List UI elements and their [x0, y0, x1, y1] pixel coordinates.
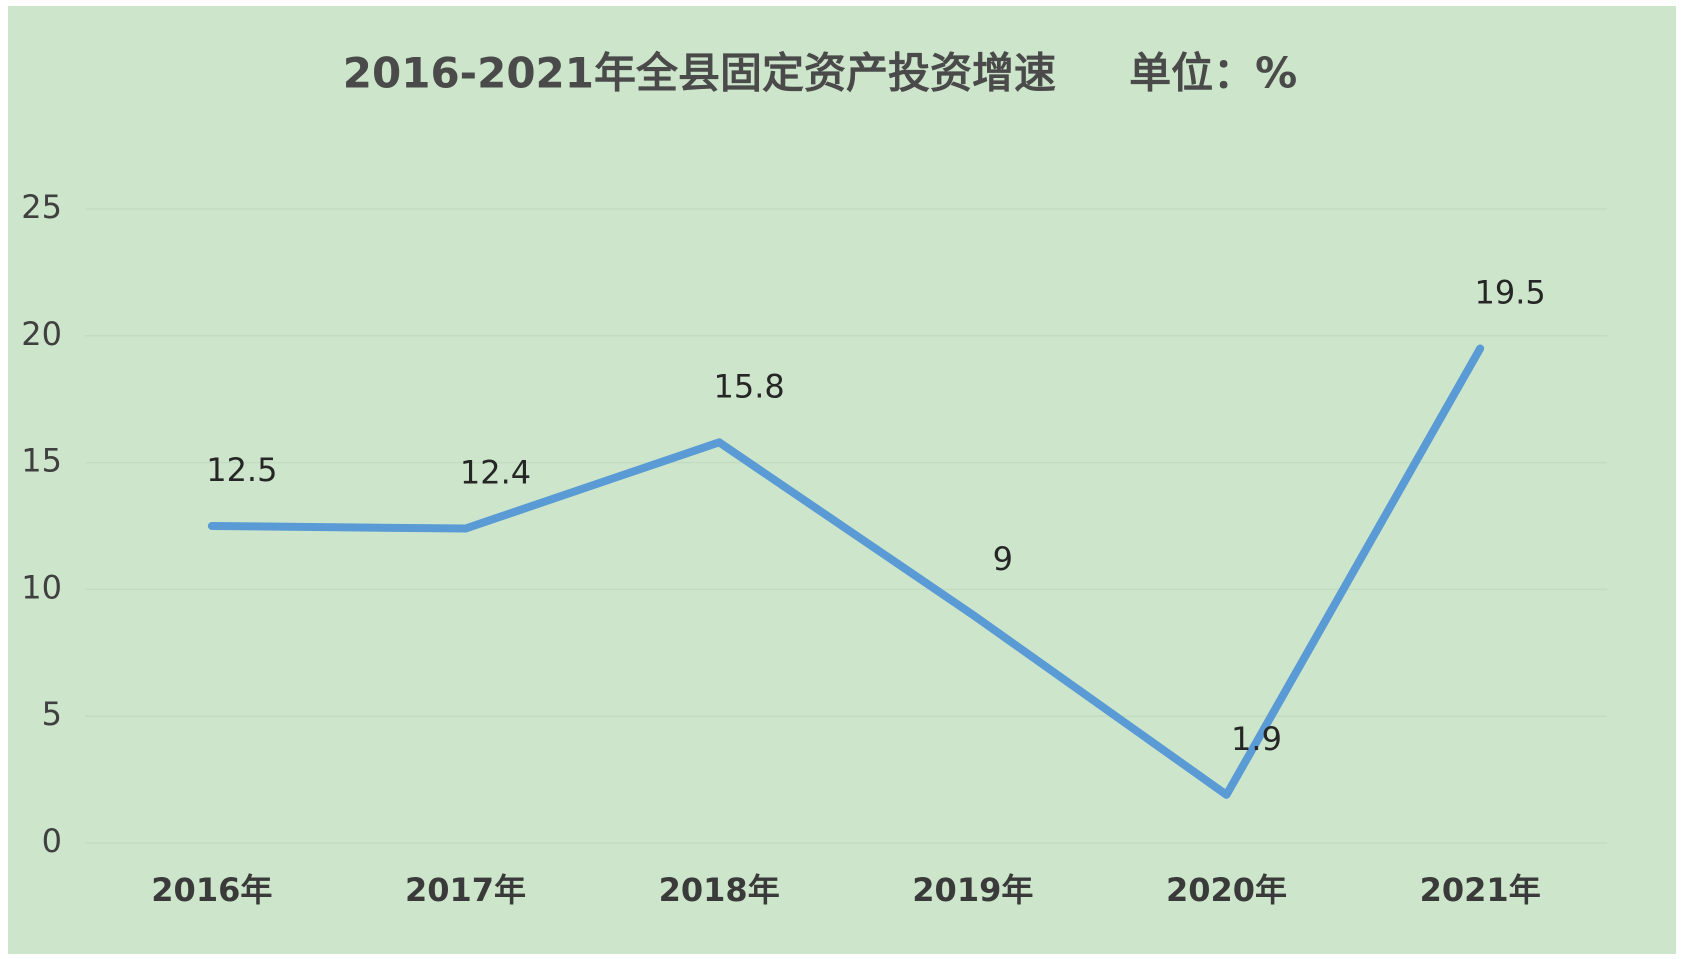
chart-title: 2016-2021年全县固定资产投资增速 单位：% [343, 49, 1297, 98]
y-tick-label: 5 [42, 695, 62, 733]
x-tick-label: 2019年 [912, 871, 1033, 909]
y-tick-label: 10 [21, 568, 62, 606]
data-line [207, 344, 1485, 799]
data-label: 19.5 [1475, 273, 1546, 311]
x-tick-label: 2020年 [1166, 871, 1287, 909]
x-tick-label: 2021年 [1420, 871, 1541, 909]
x-tick-label: 2018年 [659, 871, 780, 909]
y-tick-label: 25 [21, 188, 62, 226]
data-label: 1.9 [1231, 720, 1282, 758]
x-tick-label: 2016年 [151, 871, 272, 909]
x-tick-label: 2017年 [405, 871, 526, 909]
data-label: 15.8 [714, 367, 785, 405]
y-tick-label: 15 [21, 442, 62, 480]
data-label: 9 [993, 540, 1013, 578]
y-tick-label: 20 [21, 315, 62, 353]
data-label: 12.5 [206, 451, 277, 489]
y-tick-label: 0 [42, 822, 62, 860]
chart-background [8, 6, 1676, 954]
data-label: 12.4 [460, 454, 531, 492]
